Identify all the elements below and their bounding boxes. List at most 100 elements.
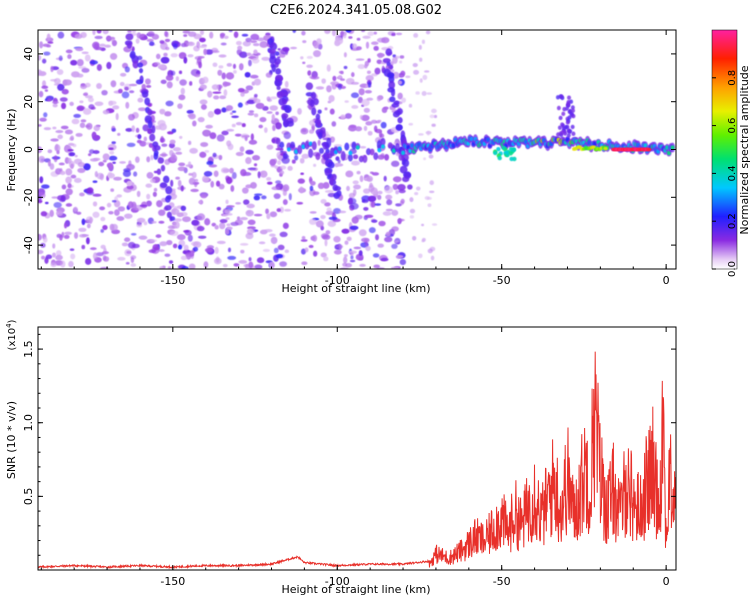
heatmap-cell [367, 31, 375, 37]
heatmap-cell [333, 192, 340, 200]
heatmap-cell [241, 123, 246, 128]
heatmap-cell [276, 208, 282, 213]
heatmap-cell [114, 209, 120, 216]
heatmap-cell [233, 70, 237, 74]
heatmap-cell [113, 176, 122, 181]
heatmap-cell [115, 112, 119, 121]
heatmap-cell [177, 179, 182, 187]
heatmap-cell [120, 72, 127, 77]
heatmap-cell [125, 127, 133, 132]
spectrogram-y-label: Frequency (Hz) [5, 109, 18, 192]
heatmap-cell [377, 194, 382, 200]
heatmap-cell [109, 52, 118, 60]
heatmap-cell [304, 247, 309, 253]
heatmap-cell [347, 153, 353, 162]
heatmap-cell [150, 154, 154, 161]
heatmap-cell [225, 105, 234, 111]
heatmap-cell [229, 167, 234, 174]
heatmap-cell [320, 252, 327, 258]
heatmap-cell [565, 106, 570, 111]
heatmap-cell [159, 137, 166, 143]
snr-x-label: Height of straight line (km) [281, 583, 430, 596]
heatmap-cell [42, 80, 47, 88]
heatmap-cell [205, 124, 213, 129]
heatmap-cell [79, 233, 87, 238]
heatmap-cell [159, 266, 165, 269]
heatmap-cell [337, 146, 342, 151]
heatmap-cell [391, 32, 396, 37]
heatmap-cell [380, 121, 387, 129]
heatmap-cell [180, 205, 187, 212]
heatmap-cell [301, 261, 308, 266]
heatmap-cell [206, 160, 214, 166]
heatmap-cell [271, 64, 277, 73]
heatmap-cell [290, 141, 296, 149]
heatmap-cell [117, 132, 121, 136]
heatmap-cell [236, 48, 242, 56]
heatmap-cell [603, 146, 608, 151]
heatmap-cell [313, 250, 318, 257]
heatmap-cell [431, 223, 438, 226]
heatmap-cell [219, 222, 226, 230]
heatmap-cell [212, 91, 222, 94]
heatmap-cell [376, 95, 382, 102]
heatmap-cell [253, 49, 258, 55]
heatmap-cell [213, 170, 219, 178]
heatmap-cell [246, 99, 256, 105]
heatmap-cell [158, 209, 166, 216]
heatmap-cell [315, 152, 321, 161]
heatmap-cell [153, 152, 159, 160]
heatmap-cell [171, 208, 180, 215]
heatmap-cell [57, 31, 65, 39]
heatmap-cell [297, 107, 302, 115]
heatmap-cell [391, 103, 400, 108]
heatmap-cell [387, 142, 393, 149]
heatmap-cell [340, 78, 345, 81]
heatmap-cell [493, 150, 498, 156]
heatmap-cell [65, 188, 73, 196]
heatmap-cell [370, 41, 379, 45]
heatmap-cell [146, 156, 151, 163]
heatmap-cell [168, 260, 174, 264]
heatmap-cell [365, 41, 370, 49]
heatmap-cell [175, 76, 180, 82]
heatmap-cell [345, 263, 353, 268]
heatmap-cell [124, 66, 130, 73]
heatmap-cell [226, 128, 235, 132]
heatmap-cell [371, 219, 378, 223]
heatmap-cell [136, 217, 146, 223]
x-tick-label: -50 [493, 274, 511, 287]
heatmap-cell [261, 195, 267, 200]
heatmap-cell [157, 64, 167, 69]
heatmap-cell [148, 249, 157, 254]
heatmap-cell [124, 249, 132, 257]
heatmap-cell [52, 103, 58, 108]
heatmap-cell [286, 147, 291, 152]
heatmap-cell [236, 216, 241, 221]
heatmap-cell [372, 253, 380, 258]
heatmap-cell [128, 83, 138, 87]
heatmap-cell [248, 59, 252, 67]
heatmap-cell [128, 113, 135, 121]
heatmap-cell [177, 103, 183, 109]
heatmap-cell [394, 55, 400, 59]
heatmap-cell [410, 143, 414, 148]
heatmap-cell [94, 35, 103, 40]
heatmap-cell [667, 150, 671, 156]
heatmap-cell [247, 219, 256, 226]
chart-title: C2E6.2024.341.05.08.G02 [270, 3, 442, 18]
heatmap-cell [251, 57, 260, 64]
heatmap-cell [309, 189, 316, 197]
heatmap-cell [358, 229, 367, 237]
heatmap-cell [222, 214, 229, 217]
heatmap-cell [197, 117, 205, 123]
heatmap-cell [426, 92, 433, 95]
heatmap-cell [309, 185, 314, 192]
heatmap-cell [164, 30, 168, 37]
heatmap-cell [111, 223, 118, 231]
heatmap-cell [422, 74, 428, 80]
heatmap-cell [343, 52, 347, 58]
heatmap-cell [264, 229, 273, 233]
heatmap-cell [501, 145, 506, 151]
